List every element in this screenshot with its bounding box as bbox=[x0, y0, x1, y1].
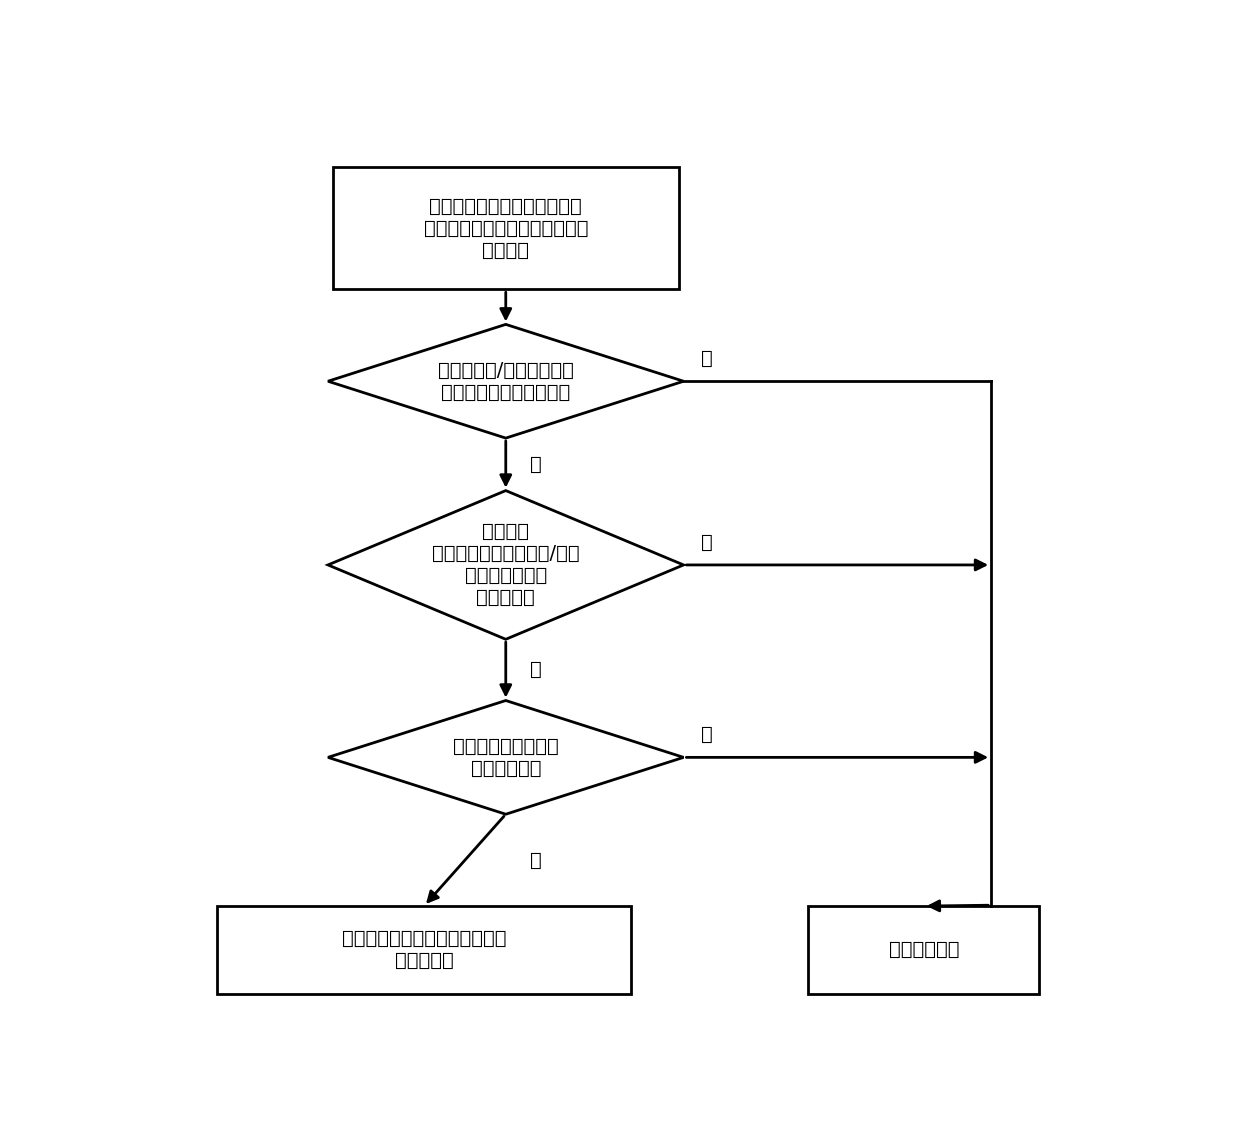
Text: 否: 否 bbox=[701, 349, 713, 368]
Text: 第一行人特征与第二行人特征为
同一个行人: 第一行人特征与第二行人特征为 同一个行人 bbox=[342, 929, 506, 970]
Polygon shape bbox=[327, 701, 683, 815]
Bar bbox=[217, 907, 631, 994]
Text: 高度差值
在预设高度差值范围和/或宽
度差值在预设宽
度范围内？: 高度差值 在预设高度差值范围和/或宽 度差值在预设宽 度范围内？ bbox=[432, 523, 579, 608]
Text: 是: 是 bbox=[529, 454, 542, 474]
Text: 否: 否 bbox=[701, 533, 713, 552]
Polygon shape bbox=[327, 491, 683, 640]
Text: 两个激光检测装置进行行人检
测，以获取第一行人特征与第二
行人特征: 两个激光检测装置进行行人检 测，以获取第一行人特征与第二 行人特征 bbox=[424, 197, 588, 260]
Text: 否: 否 bbox=[701, 725, 713, 744]
Bar bbox=[332, 167, 678, 290]
Text: 位置差值在预设位置
差值范围内？: 位置差值在预设位置 差值范围内？ bbox=[453, 737, 559, 778]
Text: 是: 是 bbox=[529, 851, 542, 870]
Bar bbox=[808, 907, 1039, 994]
Polygon shape bbox=[327, 325, 683, 438]
Text: 并非同一个人: 并非同一个人 bbox=[889, 941, 959, 959]
Text: 是: 是 bbox=[529, 660, 542, 679]
Text: 进入时间和/或离开时间的
差值在预设时间范围内？: 进入时间和/或离开时间的 差值在预设时间范围内？ bbox=[438, 361, 574, 402]
